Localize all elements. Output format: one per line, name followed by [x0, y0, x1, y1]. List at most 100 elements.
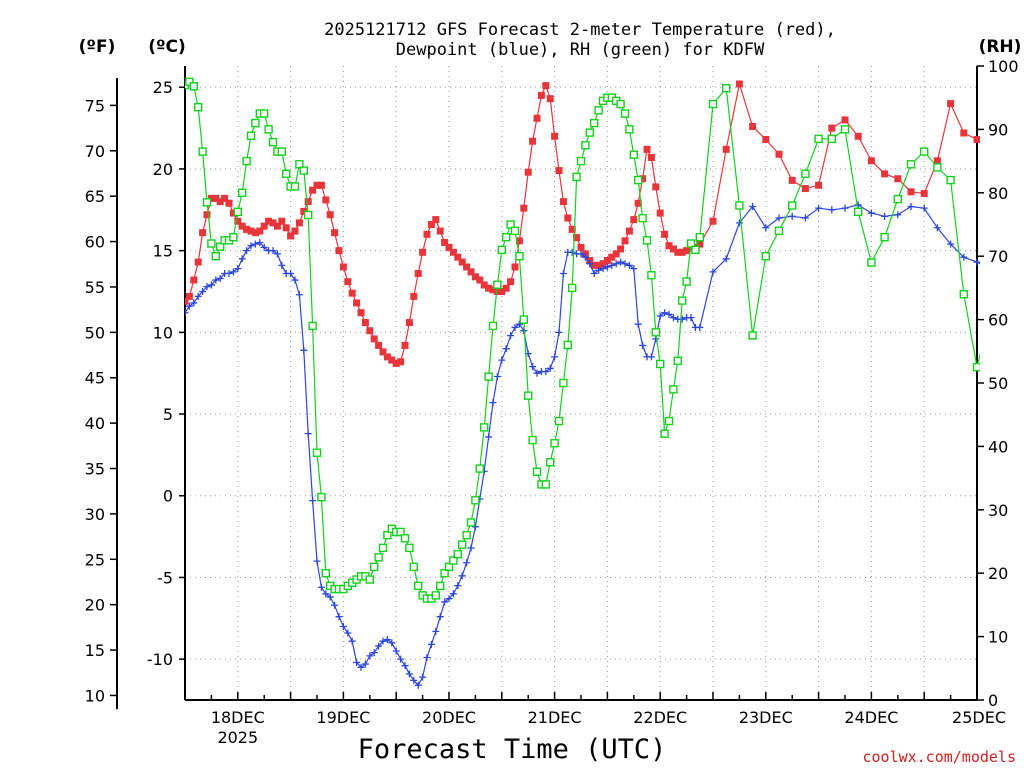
rh-point: [290, 182, 300, 191]
temperature-point: [678, 248, 686, 256]
temperature-point: [568, 225, 576, 233]
dewpoint-point: [546, 364, 554, 372]
temperature-point: [515, 237, 523, 245]
temperature-point: [489, 286, 497, 294]
temperature-point: [559, 198, 567, 206]
rh-point: [906, 160, 916, 169]
temperature-point: [357, 309, 365, 317]
temperature-point: [370, 335, 378, 343]
dewpoint-point: [709, 268, 717, 276]
rh-point: [202, 198, 212, 207]
time-tick-year: 2025: [217, 728, 258, 747]
temperature-point: [577, 243, 585, 251]
rh-point: [519, 315, 528, 324]
temperature-point: [815, 181, 823, 189]
temperature-point: [643, 145, 651, 153]
dewpoint-point: [247, 242, 255, 250]
rh-point: [488, 321, 498, 331]
temperature-point: [317, 181, 325, 189]
rh-point: [532, 467, 542, 476]
dewpoint-point: [361, 660, 369, 668]
dewpoint-point: [542, 368, 550, 376]
celsius-tick-label: 25: [153, 78, 173, 97]
dewpoint-point: [449, 590, 457, 598]
rh-point: [242, 156, 251, 166]
rh-tick-label: 30: [988, 501, 1008, 520]
fahrenheit-tick-label: 25: [85, 550, 105, 569]
dewpoint-point: [612, 260, 620, 268]
temperature-point: [458, 258, 466, 266]
dewpoint-point: [260, 243, 268, 251]
dewpoint-point: [639, 341, 647, 349]
rh-point: [506, 220, 515, 229]
dewpoint-point: [300, 346, 308, 354]
dewpoint-point: [815, 204, 823, 212]
dewpoint-point: [867, 209, 875, 217]
rh-point: [282, 169, 291, 178]
rh-point: [229, 232, 238, 242]
temperature-point: [445, 243, 453, 251]
celsius-tick-label: 20: [153, 160, 173, 179]
chart-title-line2: Dewpoint (blue), RH (green) for KDFW: [396, 40, 765, 60]
temperature-point: [828, 124, 836, 132]
temperature-point: [361, 319, 369, 327]
dewpoint-point: [533, 369, 541, 377]
rh-tick-label: 80: [988, 184, 1008, 203]
dewpoint-point: [432, 627, 440, 635]
temperature-point: [401, 341, 409, 349]
temperature-point: [251, 229, 259, 237]
temperature-point: [392, 359, 400, 367]
dewpoint-point: [749, 203, 757, 211]
rh-point: [581, 141, 590, 150]
temperature-point: [669, 245, 677, 253]
dewpoint-point: [630, 265, 638, 273]
temperature-point: [647, 154, 655, 162]
celsius-tick-label: 5: [163, 405, 173, 424]
dewpoint-point: [335, 613, 343, 621]
temperature-point: [652, 183, 660, 191]
rh-point: [590, 118, 599, 128]
rh-point: [440, 569, 449, 578]
rh-point: [761, 251, 770, 261]
rh-tick-label: 0: [988, 691, 998, 710]
temperature-point: [788, 176, 796, 184]
rh-point: [801, 169, 810, 178]
temperature-point: [933, 157, 941, 165]
dewpoint-point: [775, 214, 783, 222]
dewpoint-point: [331, 601, 339, 609]
dewpoint-point: [590, 270, 598, 278]
temperature-point: [405, 319, 413, 327]
dewpoint-point: [419, 673, 427, 681]
temperature-point: [656, 209, 664, 217]
dewpoint-point: [366, 652, 374, 660]
temperature-point: [599, 260, 607, 268]
temperature-point: [300, 207, 308, 215]
temperature-point: [388, 356, 396, 364]
dewpoint-point: [207, 281, 215, 289]
rh-point: [629, 150, 638, 159]
dewpoint-point: [445, 595, 453, 603]
temperature-point: [331, 229, 339, 237]
rh-point: [436, 581, 445, 591]
dewpoint-point: [656, 312, 664, 320]
rh-point: [708, 99, 718, 109]
credit-link[interactable]: coolwx.com/models: [862, 748, 1016, 766]
rh-point: [211, 251, 221, 261]
temperature-point: [436, 227, 444, 235]
dewpoint-point: [304, 430, 312, 438]
dewpoint-point: [568, 248, 576, 256]
temperature-point: [199, 229, 207, 237]
dewpoint-point: [625, 261, 633, 269]
dewpoint-point: [801, 214, 809, 222]
temperature-point: [238, 222, 246, 230]
dewpoint-point: [788, 212, 796, 220]
temperature-point: [696, 240, 704, 248]
rh-point: [497, 245, 506, 255]
dewpoint-point: [344, 629, 352, 637]
temperature-point: [493, 287, 501, 295]
rh-tick-label: 70: [988, 247, 1008, 266]
rh-point: [299, 166, 308, 175]
temperature-point: [221, 194, 229, 202]
celsius-tick-label: -5: [157, 568, 173, 587]
temperature-point: [867, 157, 875, 165]
